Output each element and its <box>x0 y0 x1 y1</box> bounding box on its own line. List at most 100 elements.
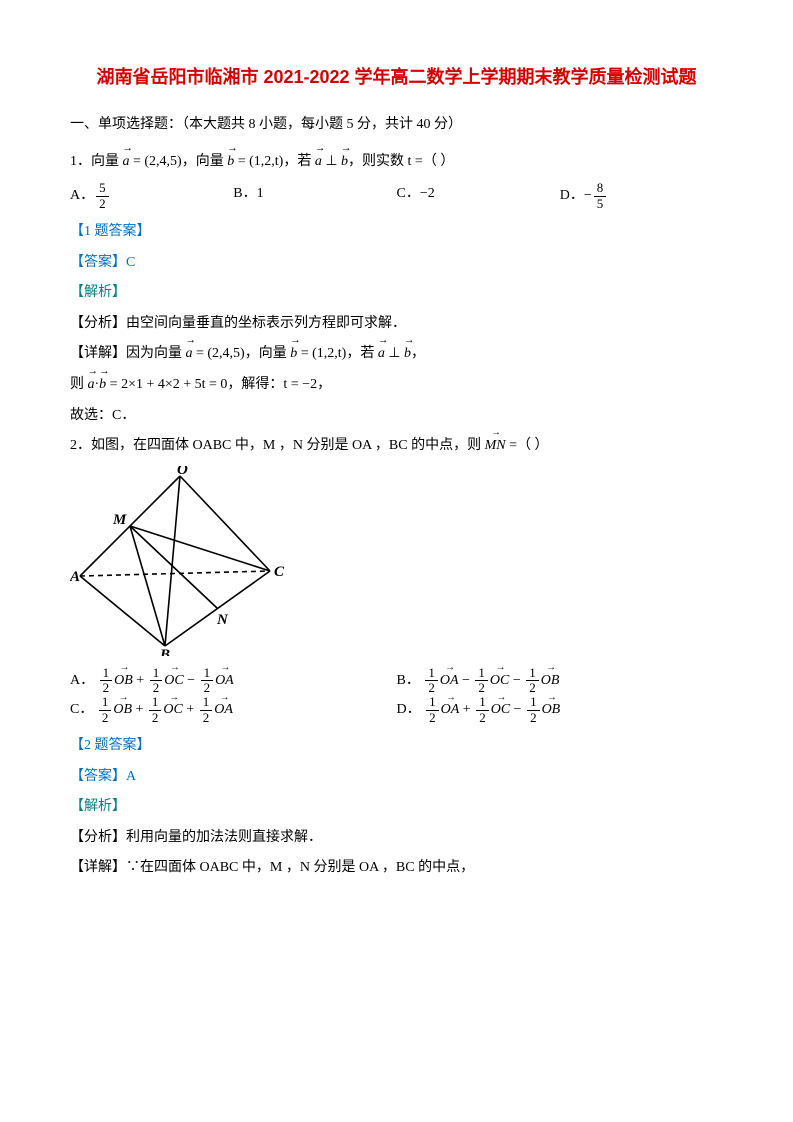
text: 则 <box>70 377 88 392</box>
n: 1 <box>475 666 488 681</box>
vec: OC <box>163 697 182 724</box>
vec: OA <box>214 697 233 724</box>
vec-mn: MN <box>485 433 506 460</box>
n: 1 <box>201 666 214 681</box>
frac-den: 5 <box>594 197 607 211</box>
explanation-header: 【解析】 <box>70 280 723 307</box>
q1-text: = (2,4,5)，向量 <box>130 154 228 169</box>
vec-a: a <box>186 341 193 368</box>
n: 1 <box>476 695 489 710</box>
text: = (1,2,t)，若 <box>297 346 378 361</box>
label-b: B <box>159 647 170 656</box>
question-1-stem: 1．向量 a = (2,4,5)，向量 b = (1,2,t)，若 a ⊥ b，… <box>70 149 723 176</box>
option-d: D．−85 <box>560 181 723 211</box>
opt-label: A． <box>70 188 94 203</box>
question-1-options: A．52 B．1 C．−2 D．−85 <box>70 181 723 211</box>
d: 2 <box>150 681 163 695</box>
frac-den: 2 <box>96 197 109 211</box>
sign: + <box>463 702 471 717</box>
opt-label: D． <box>397 702 421 717</box>
text: = (2,4,5)，向量 <box>193 346 291 361</box>
vec-a: a <box>315 149 322 176</box>
label-m: M <box>112 512 127 528</box>
vec-b: b <box>99 372 106 399</box>
text: ， <box>411 346 425 361</box>
frac-num: 8 <box>594 181 607 196</box>
option-b: B．1 <box>233 181 396 211</box>
n: 1 <box>149 695 162 710</box>
label-a: A <box>70 569 80 585</box>
conclusion: 故选：C． <box>70 403 723 430</box>
d: 2 <box>100 681 113 695</box>
exp-label: 【解析】 <box>70 799 126 814</box>
sign: − <box>187 673 195 688</box>
d: 2 <box>99 711 112 725</box>
d: 2 <box>201 681 214 695</box>
detail-line-2: 则 a·b = 2×1 + 4×2 + 5t = 0，解得：t = −2， <box>70 372 723 399</box>
explanation-header: 【解析】 <box>70 794 723 821</box>
q2-text: 2．如图，在四面体 OABC 中，M ，N 分别是 OA ，BC 的中点，则 <box>70 438 485 453</box>
vec: OB <box>542 697 561 724</box>
sign: + <box>186 702 194 717</box>
sign: + <box>136 702 144 717</box>
vec-a: a <box>123 149 130 176</box>
n: 1 <box>425 666 438 681</box>
n: 1 <box>100 666 113 681</box>
n: 1 <box>527 695 540 710</box>
perp: ⊥ <box>385 346 404 361</box>
sign: − <box>514 702 522 717</box>
vec: OA <box>441 697 460 724</box>
opt-label: B． <box>397 673 420 688</box>
vec-b: b <box>341 149 348 176</box>
opt-label: C． <box>70 702 93 717</box>
q1-text: = (1,2,t)，若 <box>234 154 315 169</box>
tetrahedron-diagram: O A B C M N <box>70 466 290 656</box>
answer: 【答案】C <box>70 250 723 277</box>
option-d: D． 12OA + 12OC − 12OB <box>397 695 724 725</box>
d: 2 <box>149 711 162 725</box>
opt-label: A． <box>70 673 94 688</box>
detail-line-1: 【详解】因为向量 a = (2,4,5)，向量 b = (1,2,t)，若 a … <box>70 341 723 368</box>
n: 1 <box>150 666 163 681</box>
analysis: 【分析】利用向量的加法法则直接求解． <box>70 825 723 852</box>
d: 2 <box>425 681 438 695</box>
analysis: 【分析】由空间向量垂直的坐标表示列方程即可求解． <box>70 311 723 338</box>
section-header: 一、单项选择题：（本大题共 8 小题，每小题 5 分，共计 40 分） <box>70 112 723 139</box>
n: 1 <box>526 666 539 681</box>
vec: OC <box>491 697 510 724</box>
vec-a: a <box>88 372 95 399</box>
d: 2 <box>476 711 489 725</box>
sign: − <box>513 673 521 688</box>
d: 2 <box>475 681 488 695</box>
question-2-stem: 2．如图，在四面体 OABC 中，M ，N 分别是 OA ，BC 的中点，则 M… <box>70 433 723 460</box>
q1-text: 1．向量 <box>70 154 123 169</box>
question-2-options: A． 12OB + 12OC − 12OA B． 12OA − 12OC − 1… <box>70 666 723 725</box>
answer-number: 【2 题答案】 <box>70 733 723 760</box>
q1-text: ，则实数 t =（ ） <box>348 154 454 169</box>
option-a: A．52 <box>70 181 233 211</box>
q2-text: =（ ） <box>506 438 549 453</box>
text: = 2×1 + 4×2 + 5t = 0，解得：t = −2， <box>106 377 331 392</box>
vec-b: b <box>404 341 411 368</box>
opt-label: D．− <box>560 188 592 203</box>
vec: OB <box>113 697 132 724</box>
text: 【详解】因为向量 <box>70 346 186 361</box>
answer-label: 【答案】C <box>70 255 135 270</box>
exp-label: 【解析】 <box>70 285 126 300</box>
label-o: O <box>177 466 188 478</box>
vec-a: a <box>378 341 385 368</box>
page-title: 湖南省岳阳市临湘市 2021-2022 学年高二数学上学期期末教学质量检测试题 <box>70 60 723 94</box>
d: 2 <box>426 711 439 725</box>
option-c: C． 12OB + 12OC + 12OA <box>70 695 397 725</box>
sign: − <box>462 673 470 688</box>
detail: 【详解】∵在四面体 OABC 中，M ，N 分别是 OA ，BC 的中点， <box>70 855 723 882</box>
answer-number: 【1 题答案】 <box>70 219 723 246</box>
vec-b: b <box>290 341 297 368</box>
option-c: C．−2 <box>397 181 560 211</box>
vec-b: b <box>227 149 234 176</box>
perp: ⊥ <box>322 154 341 169</box>
n: 1 <box>426 695 439 710</box>
label-n: N <box>216 612 229 628</box>
sign: + <box>136 673 144 688</box>
n: 1 <box>200 695 213 710</box>
